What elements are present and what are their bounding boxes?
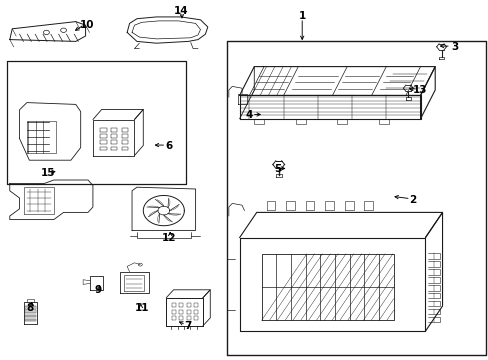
Text: 13: 13 — [412, 85, 427, 95]
Text: 2: 2 — [409, 195, 416, 205]
Text: 5: 5 — [274, 164, 281, 174]
Text: 14: 14 — [173, 6, 188, 16]
Text: 12: 12 — [161, 233, 176, 243]
Text: 7: 7 — [184, 321, 192, 331]
Text: 10: 10 — [80, 20, 94, 30]
Text: 8: 8 — [27, 303, 34, 313]
Text: 1: 1 — [298, 11, 305, 21]
Text: 9: 9 — [94, 285, 101, 295]
Text: 4: 4 — [245, 110, 253, 120]
Text: 6: 6 — [165, 141, 172, 151]
Text: 15: 15 — [41, 168, 55, 178]
Text: 3: 3 — [450, 42, 457, 52]
Text: 11: 11 — [134, 303, 149, 313]
